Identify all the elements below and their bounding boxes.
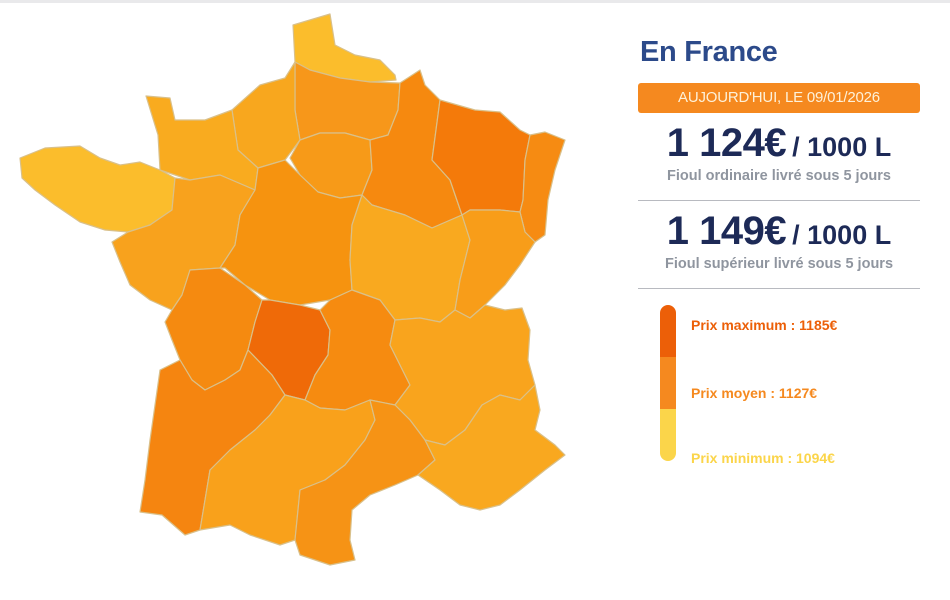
top-border	[0, 0, 950, 3]
region-alsace[interactable]	[519, 131, 566, 243]
divider	[638, 200, 920, 201]
price-unit: / 1000 L	[792, 132, 892, 162]
legend-swatch-max	[660, 305, 676, 357]
region-haute-normandie[interactable]	[231, 61, 301, 169]
legend-max-label: Prix maximum : 1185€	[691, 317, 838, 333]
price-unit: / 1000 L	[792, 220, 892, 250]
date-banner: AUJOURD'HUI, LE 09/01/2026	[638, 83, 920, 113]
divider	[638, 288, 920, 289]
page-title: En France	[640, 36, 778, 68]
price-value: 1 149€	[666, 209, 787, 253]
price-caption: Fioul ordinaire livré sous 5 jours	[667, 168, 891, 184]
legend-avg-label: Prix moyen : 1127€	[691, 385, 818, 401]
price-panel: En France AUJOURD'HUI, LE 09/01/2026 1 1…	[638, 36, 920, 466]
legend-color-scale	[660, 305, 676, 461]
legend-swatch-min	[660, 409, 676, 461]
legend-swatch-avg	[660, 357, 676, 409]
price-ordinaire: 1 124€/ 1000 L Fioul ordinaire livré sou…	[638, 113, 920, 184]
price-caption: Fioul supérieur livré sous 5 jours	[664, 256, 894, 272]
region-paca[interactable]	[417, 384, 566, 511]
price-value: 1 124€	[666, 121, 787, 165]
price-legend: Prix maximum : 1185€ Prix moyen : 1127€ …	[638, 305, 920, 466]
legend-min-label: Prix minimum : 1094€	[691, 450, 835, 466]
price-superieur: 1 149€/ 1000 L Fioul supérieur livré sou…	[638, 201, 920, 272]
region-bretagne[interactable]	[19, 145, 176, 233]
region-franche-comte[interactable]	[454, 209, 536, 319]
france-price-map	[19, 13, 566, 566]
